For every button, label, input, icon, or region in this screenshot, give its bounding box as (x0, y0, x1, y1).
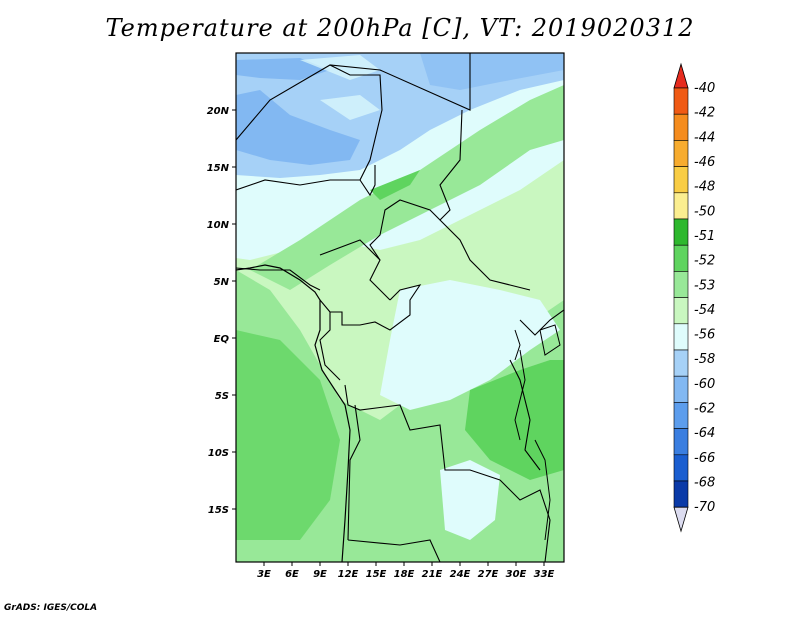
lon-labels: 3E 6E 9E 12E 15E 18E 21E 24E 27E 30E 33E (257, 569, 554, 580)
colorbar-label: -64 (694, 426, 715, 441)
colorbar (673, 62, 689, 533)
colorbar-label: -46 (694, 155, 715, 170)
lat-label-eq: EQ (214, 334, 230, 345)
lon-label-27e: 27E (478, 569, 499, 580)
colorbar-swatch (673, 218, 689, 246)
lat-label-5n: 5N (214, 277, 230, 288)
colorbar-swatch (673, 87, 689, 115)
lon-label-33e: 33E (534, 569, 555, 580)
lon-label-3e: 3E (257, 569, 271, 580)
colorbar-swatch (673, 140, 689, 167)
colorbar-swatch (673, 454, 689, 482)
lon-label-18e: 18E (394, 569, 415, 580)
colorbar-swatch (673, 271, 689, 298)
lat-label-15n: 15N (207, 163, 230, 174)
colorbar-labels: -40 -42 -44 -46 -48 -50 -51 -52 -53 -54 -56 -58 -60 -… (694, 81, 715, 515)
lon-label-21e: 21E (422, 569, 443, 580)
lat-label-5s: 5S (215, 391, 229, 402)
colorbar-swatch (673, 375, 689, 403)
colorbar-label: -56 (694, 328, 715, 343)
credit-text: GrADS: IGES/COLA (4, 603, 98, 613)
colorbar-swatch (673, 166, 689, 194)
colorbar-swatch (673, 323, 689, 351)
colorbar-bottom-arrow (673, 506, 689, 533)
lon-label-12e: 12E (338, 569, 359, 580)
colorbar-label: -54 (694, 303, 715, 318)
colorbar-label: -44 (694, 130, 715, 145)
map-frame (235, 52, 565, 563)
colorbar-label: -58 (694, 352, 715, 367)
lon-label-15e: 15E (366, 569, 387, 580)
colorbar-label: -53 (694, 278, 715, 293)
lon-label-9e: 9E (313, 569, 327, 580)
lat-label-10n: 10N (207, 220, 230, 231)
lon-ticks (263, 562, 545, 566)
lon-label-6e: 6E (285, 569, 299, 580)
colorbar-label: -48 (694, 180, 715, 195)
colorbar-top-arrow (673, 62, 689, 89)
colorbar-label: -60 (694, 377, 715, 392)
lat-labels: 20N 15N 10N 5N EQ 5S 10S 15S (207, 106, 230, 516)
colorbar-swatch (673, 428, 689, 456)
colorbar-swatch (673, 297, 689, 325)
colorbar-swatch (673, 480, 689, 508)
colorbar-swatch (673, 244, 689, 272)
colorbar-swatch (673, 192, 689, 220)
colorbar-swatch (673, 113, 689, 141)
lat-ticks (232, 109, 236, 510)
colorbar-label: -66 (694, 451, 715, 466)
lon-label-24e: 24E (450, 569, 471, 580)
great-lakes (514, 324, 561, 541)
country-borders (236, 53, 564, 562)
colorbar-swatch (673, 402, 689, 429)
colorbar-label: -50 (694, 204, 715, 219)
colorbar-swatch (673, 349, 689, 377)
lat-label-10s: 10S (208, 448, 229, 459)
colorbar-label: -51 (694, 229, 715, 244)
colorbar-label: -62 (694, 402, 715, 417)
coastline (236, 264, 351, 562)
colorbar-label: -70 (694, 500, 715, 515)
temperature-field (236, 53, 564, 562)
lon-label-30e: 30E (506, 569, 527, 580)
colorbar-label: -40 (694, 81, 715, 96)
colorbar-label: -42 (694, 106, 715, 121)
colorbar-label: -68 (694, 476, 715, 491)
colorbar-label: -52 (694, 254, 715, 269)
chart-title: Temperature at 200hPa [C], VT: 201902031… (105, 14, 695, 42)
lat-label-15s: 15S (208, 505, 229, 516)
lat-label-20n: 20N (207, 106, 230, 117)
